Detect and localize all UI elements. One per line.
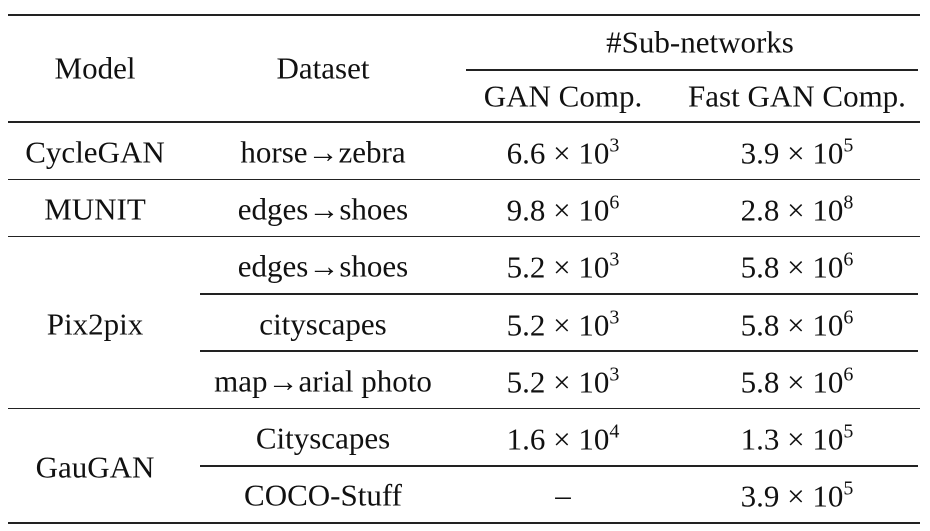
dataset-cell: edges→shoes (237, 191, 409, 227)
gan-comp-cell: – (555, 480, 571, 511)
base: × 10 (553, 307, 610, 343)
exponent: 5 (843, 477, 854, 500)
coefficient: 1.6 (506, 421, 546, 457)
fast-gan-comp-cell: 3.9 × 105 (741, 479, 854, 512)
coefficient: 5.8 (740, 307, 780, 343)
coefficient: 5.2 (506, 307, 546, 343)
base: × 10 (787, 192, 844, 228)
coefficient: 2.8 (740, 192, 780, 228)
gan-comp-cell: 1.6 × 104 (507, 422, 620, 455)
fast-gan-comp-cell: 1.3 × 105 (741, 422, 854, 455)
header-cell: #Sub-networks (606, 24, 794, 60)
header-cell: Model (54, 50, 136, 86)
model-cell: MUNIT (44, 191, 146, 227)
coefficient: 9.8 (506, 192, 546, 228)
coefficient: 5.8 (740, 249, 780, 285)
exponent: 6 (843, 306, 854, 329)
exponent: 8 (843, 191, 854, 214)
table-rule (200, 350, 918, 352)
coefficient: 1.3 (740, 421, 780, 457)
base: × 10 (553, 192, 610, 228)
header-cell: Fast GAN Comp. (688, 78, 906, 114)
table-rule (8, 13, 920, 17)
fast-gan-comp-cell: 2.8 × 108 (741, 192, 854, 225)
table-rule (8, 521, 920, 525)
table-rule (8, 178, 920, 181)
table-rule (200, 465, 918, 467)
coefficient: 3.9 (740, 478, 780, 514)
cell-text: – (555, 477, 571, 513)
coefficient: 5.2 (506, 364, 546, 400)
gan-comp-cell: 5.2 × 103 (507, 250, 620, 283)
exponent: 3 (609, 306, 620, 329)
base: × 10 (553, 421, 610, 457)
base: × 10 (553, 364, 610, 400)
dataset-cell: cityscapes (259, 306, 387, 342)
dataset-cell: Cityscapes (255, 420, 391, 456)
table-rule (466, 69, 918, 71)
base: × 10 (787, 478, 844, 514)
exponent: 5 (843, 134, 854, 157)
exponent: 6 (609, 191, 620, 214)
dataset-cell: edges→shoes (237, 248, 409, 284)
exponent: 3 (609, 248, 620, 271)
fast-gan-comp-cell: 5.8 × 106 (741, 250, 854, 283)
exponent: 3 (609, 134, 620, 157)
coefficient: 3.9 (740, 135, 780, 171)
exponent: 4 (609, 420, 620, 443)
gan-comp-cell: 6.6 × 103 (507, 135, 620, 168)
fast-gan-comp-cell: 5.8 × 106 (741, 307, 854, 340)
dataset-cell: map→arial photo (214, 363, 432, 399)
model-cell: CycleGAN (25, 134, 165, 170)
base: × 10 (787, 135, 844, 171)
table-rule (8, 121, 920, 123)
dataset-cell: COCO-Stuff (244, 477, 402, 513)
coefficient: 6.6 (506, 135, 546, 171)
exponent: 3 (609, 363, 620, 386)
gan-comp-cell: 5.2 × 103 (507, 307, 620, 340)
exponent: 6 (843, 363, 854, 386)
model-cell: Pix2pix (46, 306, 144, 342)
fast-gan-comp-cell: 3.9 × 105 (741, 135, 854, 168)
table-rule (8, 235, 920, 238)
fast-gan-comp-cell: 5.8 × 106 (741, 364, 854, 397)
gan-comp-cell: 9.8 × 106 (507, 192, 620, 225)
base: × 10 (787, 249, 844, 285)
base: × 10 (787, 364, 844, 400)
base: × 10 (553, 135, 610, 171)
base: × 10 (787, 307, 844, 343)
table-rule (8, 407, 920, 410)
exponent: 5 (843, 420, 854, 443)
coefficient: 5.8 (740, 364, 780, 400)
base: × 10 (553, 249, 610, 285)
base: × 10 (787, 421, 844, 457)
table-rule (200, 293, 918, 295)
gan-comp-cell: 5.2 × 103 (507, 364, 620, 397)
header-cell: Dataset (276, 50, 370, 86)
exponent: 6 (843, 248, 854, 271)
model-cell: GauGAN (35, 449, 155, 485)
header-cell: GAN Comp. (483, 78, 643, 114)
dataset-cell: horse→zebra (240, 134, 406, 170)
coefficient: 5.2 (506, 249, 546, 285)
